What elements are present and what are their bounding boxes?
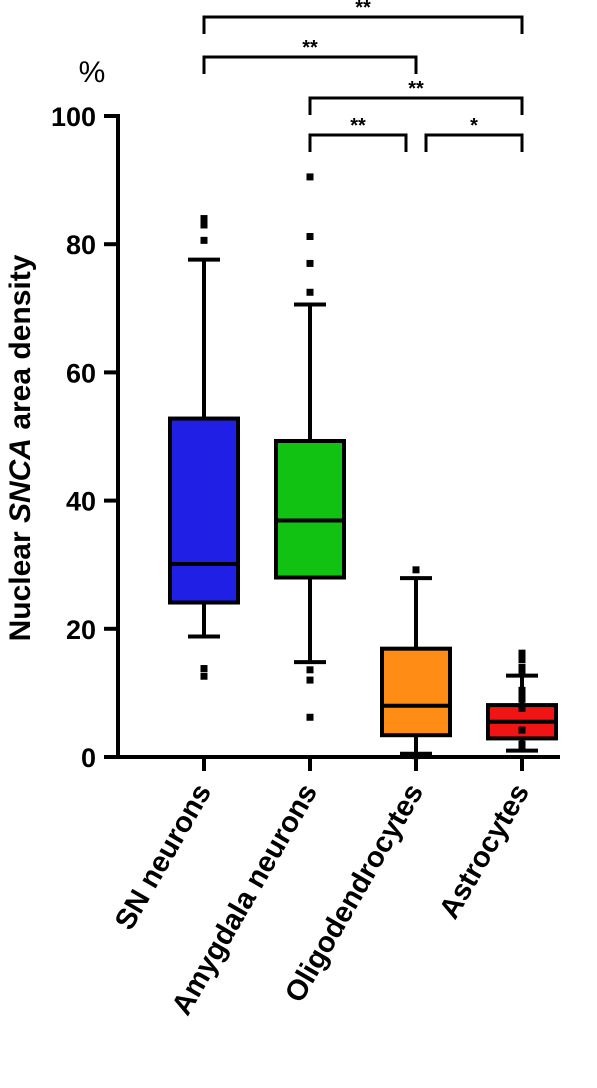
significance-bracket: * xyxy=(424,115,524,152)
significance-bracket: ** xyxy=(308,115,408,152)
significance-stars: * xyxy=(470,115,478,137)
outlier-point xyxy=(200,672,208,680)
significance-brackets: ******** * xyxy=(202,0,524,152)
y-axis-title-gene: SNCA xyxy=(4,438,37,523)
outlier-point xyxy=(518,726,526,734)
y-ticks: 0 20 40 60 80 100 xyxy=(51,102,118,773)
y-tick-label: 40 xyxy=(66,487,96,517)
outlier-point xyxy=(200,665,208,673)
x-category-label: Astrocytes xyxy=(433,779,536,925)
bracket-line xyxy=(202,55,418,74)
outlier-point xyxy=(306,259,314,267)
outlier-point xyxy=(412,566,420,574)
y-axis-title-part: Nuclear xyxy=(4,523,37,641)
outlier-point xyxy=(518,741,526,749)
y-axis-title-part: area density xyxy=(4,254,37,438)
outlier-point xyxy=(306,666,314,674)
significance-bracket: ** xyxy=(308,78,524,115)
box-iqr xyxy=(168,416,240,605)
outlier-point xyxy=(518,691,526,699)
outlier-point xyxy=(518,663,526,671)
box-group xyxy=(486,649,558,753)
box-iqr xyxy=(274,438,346,580)
outlier-point xyxy=(518,686,526,694)
outlier-point xyxy=(518,649,526,657)
outlier-point xyxy=(306,288,314,296)
outlier-point xyxy=(518,695,526,703)
bracket-line xyxy=(202,15,524,34)
bracket-line xyxy=(308,133,408,152)
significance-stars: ** xyxy=(302,37,318,59)
y-tick-label: 80 xyxy=(66,230,96,260)
significance-bracket: ** xyxy=(202,37,418,74)
box-group xyxy=(168,215,240,680)
outlier-point xyxy=(306,676,314,684)
outlier-point xyxy=(200,215,208,223)
outlier-point xyxy=(412,752,420,760)
y-tick-label: 100 xyxy=(51,102,96,132)
outlier-point xyxy=(200,221,208,229)
outlier-point xyxy=(518,668,526,676)
axes xyxy=(116,114,560,759)
significance-bracket: ** xyxy=(202,0,524,34)
outlier-point xyxy=(306,233,314,241)
y-tick-label: 60 xyxy=(66,358,96,388)
outlier-point xyxy=(306,713,314,721)
y-tick-label: 20 xyxy=(66,615,96,645)
box-group xyxy=(380,566,452,760)
y-tick-label: 0 xyxy=(81,743,96,773)
y-axis-title: Nuclear SNCA area density xyxy=(4,254,37,641)
outlier-point xyxy=(306,173,314,181)
bracket-line xyxy=(308,96,524,115)
box-group xyxy=(274,173,346,721)
bracket-line xyxy=(424,133,524,152)
y-unit-label: % xyxy=(79,56,106,89)
significance-stars: ** xyxy=(408,78,424,100)
outlier-point xyxy=(200,236,208,244)
x-category-label: SN neurons xyxy=(109,779,218,936)
significance-stars: ** xyxy=(355,0,371,19)
significance-stars: ** xyxy=(350,115,366,137)
box-iqr xyxy=(380,646,452,738)
outlier-point xyxy=(518,704,526,712)
outlier-point xyxy=(518,656,526,664)
boxes xyxy=(168,173,558,760)
